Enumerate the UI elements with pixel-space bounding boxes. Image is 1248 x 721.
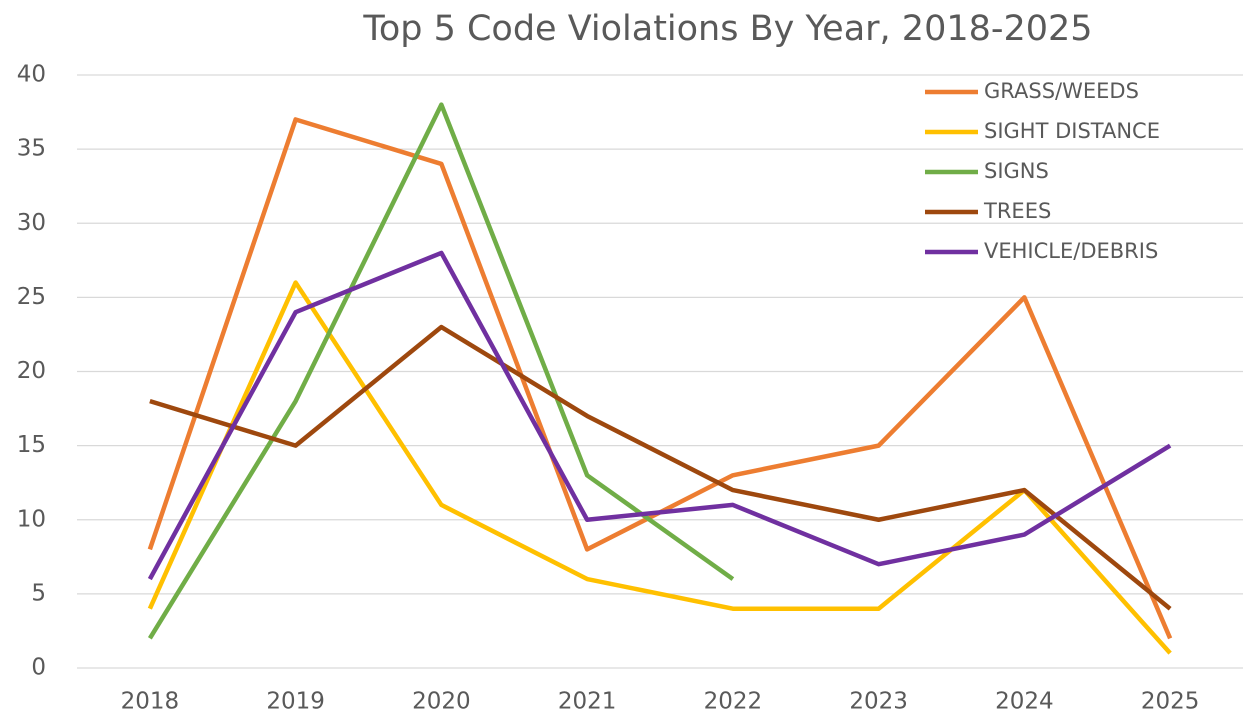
x-tick-label: 2023: [849, 689, 908, 715]
legend-label: SIGHT DISTANCE: [984, 119, 1160, 143]
y-tick-label: 35: [17, 136, 46, 162]
x-tick-label: 2024: [995, 689, 1054, 715]
y-tick-label: 5: [31, 580, 46, 606]
x-tick-label: 2018: [121, 689, 180, 715]
legend-label: VEHICLE/DEBRIS: [984, 239, 1158, 263]
series-line: [147, 102, 735, 640]
legend-label: TREES: [983, 199, 1051, 223]
series-line: [147, 280, 1172, 655]
x-tick-label: 2019: [266, 689, 325, 715]
y-tick-label: 20: [17, 358, 46, 384]
series-line: [147, 117, 1173, 640]
y-tick-label: 0: [31, 655, 46, 681]
chart-title: Top 5 Code Violations By Year, 2018-2025: [362, 9, 1092, 49]
y-tick-label: 30: [17, 210, 46, 236]
x-tick-label: 2025: [1141, 689, 1200, 715]
y-tick-label: 25: [17, 284, 46, 310]
x-tick-label: 2022: [704, 689, 763, 715]
x-tick-label: 2021: [558, 689, 617, 715]
series-line: [147, 250, 1172, 581]
x-tick-label: 2020: [412, 689, 471, 715]
y-tick-label: 15: [17, 432, 46, 458]
y-tick-label: 10: [17, 506, 46, 532]
y-tick-label: 40: [17, 62, 46, 88]
legend-label: GRASS/WEEDS: [984, 79, 1139, 103]
series-line: [149, 324, 1172, 611]
legend-label: SIGNS: [984, 159, 1049, 183]
